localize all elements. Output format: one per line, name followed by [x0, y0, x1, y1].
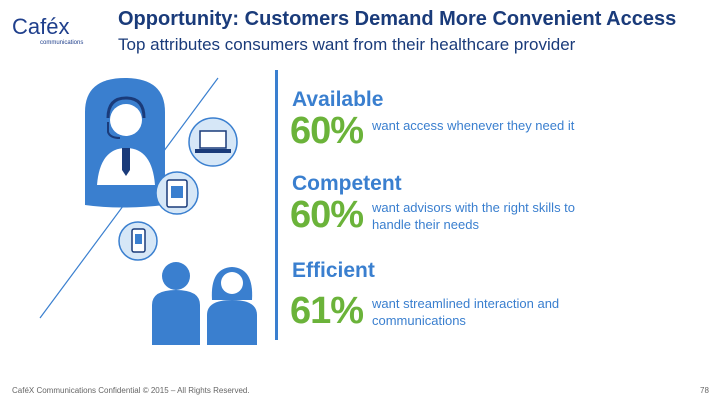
attribute-text-efficient: want streamlined interaction and communi…	[372, 296, 560, 328]
attribute-percent-available: 60%	[290, 110, 364, 152]
man-icon	[152, 262, 200, 345]
page-title: Opportunity: Customers Demand More Conve…	[118, 8, 677, 30]
attribute-heading-efficient: Efficient	[292, 259, 375, 282]
attribute-text-available: want access whenever they need it	[372, 118, 575, 133]
page-number: 78	[700, 386, 709, 395]
attribute-percent-competent: 60%	[290, 194, 364, 236]
page-subtitle: Top attributes consumers want from their…	[118, 35, 576, 54]
agent-icon	[85, 78, 165, 208]
attribute-heading-available: Available	[292, 88, 384, 111]
woman-icon	[207, 267, 257, 345]
attribute-text-competent: want advisors with the right skills to h…	[372, 200, 576, 232]
logo-name: Caféx	[12, 14, 70, 39]
footer-text: CaféX Communications Confidential © 2015…	[12, 386, 250, 395]
vertical-divider	[275, 70, 278, 340]
cafex-logo: Caféx communications	[12, 14, 102, 54]
tablet-icon	[155, 171, 199, 215]
attribute-percent-efficient: 61%	[290, 290, 364, 332]
phone-icon	[118, 221, 158, 261]
laptop-icon	[188, 117, 238, 167]
logo-sub: communications	[40, 40, 84, 46]
attribute-heading-competent: Competent	[292, 172, 402, 195]
